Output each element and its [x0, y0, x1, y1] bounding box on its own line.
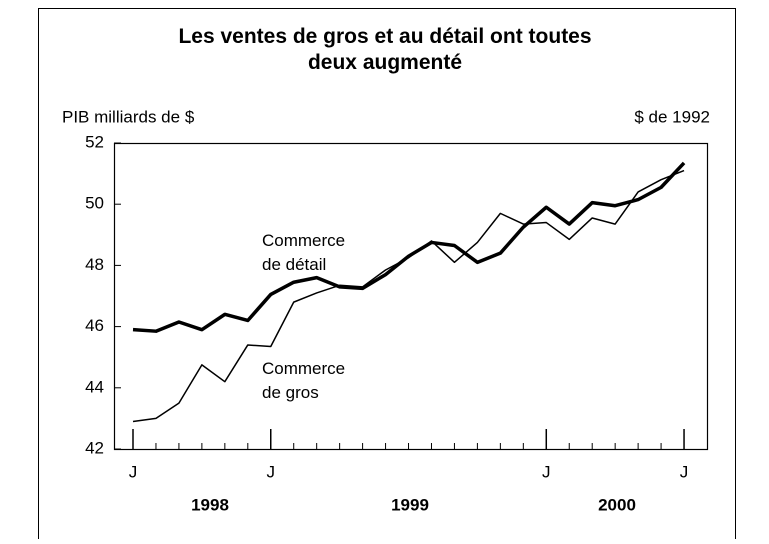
y-tick-label: 46 — [85, 316, 104, 335]
x-tick-label: J — [542, 462, 551, 481]
series-line — [132, 169, 685, 423]
x-tick-label: J — [680, 462, 689, 481]
x-tick-label: J — [267, 462, 276, 481]
y-tick-label: 48 — [85, 255, 104, 274]
series-label: Commerce de gros — [262, 359, 346, 402]
y-axis-label: PIB milliards de $ — [62, 107, 195, 126]
y-tick-label: 52 — [85, 132, 104, 151]
y-tick-label: 42 — [85, 438, 104, 457]
year-label: 1999 — [391, 495, 429, 514]
year-label: 2000 — [598, 495, 636, 514]
plot-frame — [113, 142, 709, 451]
y-tick-label: 44 — [85, 377, 104, 396]
y-axis-note: $ de 1992 — [634, 107, 710, 126]
series-label: Commerce de détail — [262, 231, 346, 274]
year-label: 1998 — [191, 495, 229, 514]
frame — [38, 8, 736, 544]
y-tick-label: 50 — [85, 194, 104, 213]
chart-title: Les ventes de gros et au détail ont tout… — [178, 25, 592, 74]
series-line — [132, 161, 686, 333]
x-tick-label: J — [129, 462, 138, 481]
